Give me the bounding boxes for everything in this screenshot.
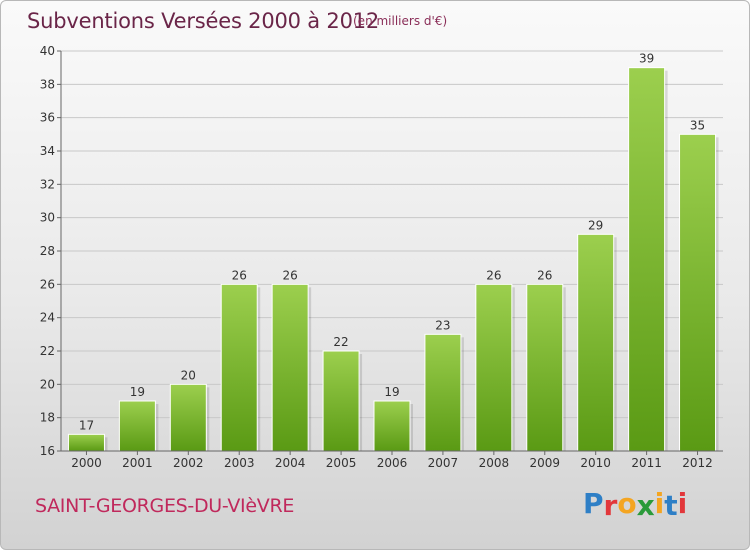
proxiti-logo: Proxiti [583,487,693,527]
chart-title: Subventions Versées 2000 à 2012 [27,9,380,33]
x-tick-label-2005: 2005 [326,456,357,470]
bar-2005 [322,350,360,452]
x-tick-label-2000: 2000 [71,456,102,470]
logo-letter: P [583,487,604,520]
x-tick-label-2007: 2007 [428,456,459,470]
bar-2008 [475,283,513,452]
value-label-2009: 26 [537,268,552,282]
bar-2004 [271,283,309,452]
value-label-2004: 26 [283,268,298,282]
value-label-2003: 26 [232,268,247,282]
y-tick-label: 20 [40,377,55,391]
value-label-2012: 35 [690,118,705,132]
x-tick-label-2012: 2012 [682,456,713,470]
bar-2000 [67,433,105,452]
y-tick-label: 34 [40,144,55,158]
y-tick-label: 40 [40,44,55,58]
y-tick-label: 38 [40,77,55,91]
logo-letter: r [603,489,618,522]
value-label-2007: 23 [435,318,450,332]
logo-letter: i [654,487,665,520]
x-tick-label-2001: 2001 [122,456,153,470]
x-tick-label-2004: 2004 [275,456,306,470]
value-label-2005: 22 [333,335,348,349]
y-tick-label: 36 [40,111,55,125]
x-tick-label-2011: 2011 [631,456,662,470]
y-tick-label: 30 [40,211,55,225]
y-tick-label: 32 [40,177,55,191]
logo-letter: t [664,489,678,522]
value-label-2011: 39 [639,52,654,66]
bar-2011 [628,67,666,452]
value-label-2001: 19 [130,385,145,399]
bar-2007 [424,333,462,452]
x-tick-label-2009: 2009 [529,456,560,470]
commune-name: SAINT-GEORGES-DU-VIèVRE [35,495,295,517]
y-tick-label: 26 [40,277,55,291]
bar-2001 [118,400,156,452]
x-tick-label-2008: 2008 [479,456,510,470]
y-tick-label: 28 [40,244,55,258]
x-tick-label-2006: 2006 [377,456,408,470]
bar-2003 [220,283,258,452]
bar-2010 [577,233,615,452]
bar-2012 [679,133,717,452]
bar-2009 [526,283,564,452]
value-label-2008: 26 [486,268,501,282]
x-tick-label-2002: 2002 [173,456,204,470]
value-label-2002: 20 [181,368,196,382]
logo-letter: o [617,487,637,520]
value-label-2010: 29 [588,218,603,232]
chart-unit-subtitle: (en milliers d'€) [353,14,448,28]
x-tick-label-2010: 2010 [580,456,611,470]
y-tick-label: 24 [40,311,55,325]
y-tick-label: 16 [40,444,55,458]
bar-2006 [373,400,411,452]
bar-2002 [169,383,207,452]
x-tick-label-2003: 2003 [224,456,255,470]
value-label-2006: 19 [384,385,399,399]
value-label-2000: 17 [79,418,94,432]
y-tick-label: 18 [40,411,55,425]
logo-letter: x [636,489,655,522]
logo-letter: i [677,487,688,520]
y-tick-label: 22 [40,344,55,358]
